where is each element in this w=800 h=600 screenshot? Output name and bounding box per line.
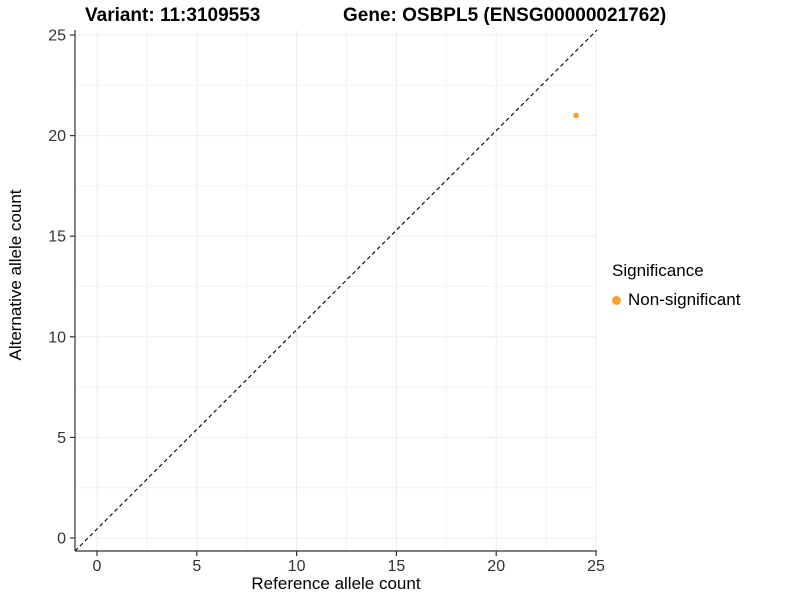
y-tick-label: 10 [48, 329, 66, 346]
legend-key-dot-icon [612, 295, 621, 305]
data-point [573, 112, 579, 119]
y-tick-label: 25 [48, 28, 66, 45]
y-tick-label: 0 [57, 531, 66, 548]
x-tick-label: 20 [487, 558, 505, 575]
y-axis-label: Alternative allele count [6, 189, 25, 361]
identity-line [74, 29, 598, 552]
y-tick-label: 5 [57, 430, 66, 447]
y-tick-label: 20 [48, 128, 66, 145]
legend-item: Non-significant [612, 290, 740, 310]
x-tick-label: 25 [587, 558, 605, 575]
legend-title: Significance [612, 261, 704, 280]
x-axis-label: Reference allele count [251, 574, 421, 593]
x-tick-label: 0 [93, 558, 102, 575]
x-tick-label: 5 [192, 558, 201, 575]
x-tick-label: 15 [388, 558, 406, 575]
variant-title: Variant: 11:3109553 [85, 5, 261, 26]
legend: Significance Non-significant [612, 261, 740, 310]
gene-title: Gene: OSBPL5 (ENSG00000021762) [343, 5, 667, 26]
x-tick-label: 10 [288, 558, 306, 575]
y-tick-label: 15 [48, 229, 66, 246]
legend-item-label: Non-significant [628, 290, 741, 309]
legend-entries: Non-significant [612, 290, 740, 310]
